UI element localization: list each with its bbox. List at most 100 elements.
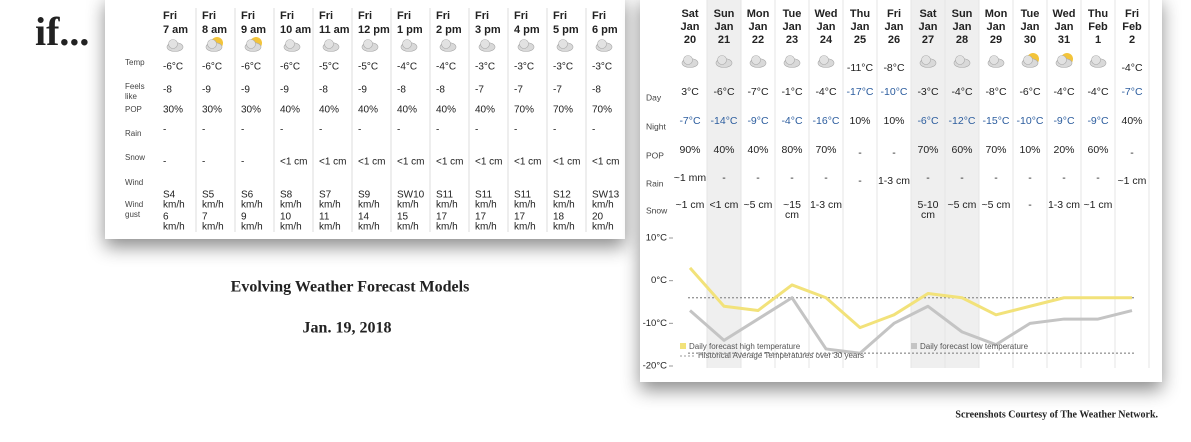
- cell: -8°C: [883, 62, 905, 74]
- cell: -4°C: [397, 62, 417, 73]
- day-header: Mon: [747, 8, 770, 20]
- cell: -6°C: [1019, 86, 1041, 98]
- cloud-icon: [955, 55, 965, 65]
- cell: km/h: [241, 222, 263, 233]
- cell: -4°C: [781, 115, 803, 127]
- cell: 60%: [1087, 144, 1108, 156]
- temperature-line: [688, 266, 1132, 330]
- cell: S11: [514, 190, 531, 201]
- hour-day: Fri: [592, 10, 606, 22]
- row-label: POP: [646, 150, 664, 160]
- cell: -9: [241, 85, 250, 96]
- cell: -5°C: [358, 62, 378, 73]
- cell: -7°C: [747, 86, 769, 98]
- cell: 10: [280, 212, 292, 223]
- cell: 14: [358, 212, 370, 223]
- cell: km/h: [358, 200, 380, 211]
- cell: -11°C: [847, 62, 874, 74]
- hour-day: Fri: [280, 10, 294, 22]
- cell: -9: [358, 85, 367, 96]
- cell: km/h: [397, 200, 419, 211]
- cell: -: [202, 157, 205, 168]
- cell: cm: [785, 209, 799, 221]
- cell: 70%: [553, 105, 573, 116]
- hour-time: 10 am: [280, 24, 311, 36]
- cell: -6°C: [241, 62, 261, 73]
- cell: -: [858, 175, 862, 187]
- day-header: Tue: [1021, 8, 1040, 20]
- cell: 9: [241, 212, 247, 223]
- cloud-icon: [207, 39, 217, 49]
- cell: S8: [280, 190, 293, 201]
- cell: 40%: [397, 105, 417, 116]
- cell: 40%: [436, 105, 456, 116]
- weekend-shade: [707, 0, 741, 368]
- cell: -7°C: [679, 115, 701, 127]
- cell: 15: [397, 212, 409, 223]
- cell: -: [824, 172, 828, 184]
- cell: -: [1062, 172, 1066, 184]
- day-header: Thu: [1088, 8, 1108, 20]
- day-header: Wed: [1052, 8, 1075, 20]
- hour-time: 3 pm: [475, 24, 501, 36]
- cell: -4°C: [1121, 62, 1143, 74]
- cell: -4°C: [436, 62, 456, 73]
- cell: -6°C: [163, 62, 183, 73]
- cell: 20%: [1053, 144, 1074, 156]
- cell: ~5 cm: [744, 199, 773, 211]
- cell: 70%: [985, 144, 1006, 156]
- hour-time: 9 am: [241, 24, 266, 36]
- day-header: 25: [854, 34, 866, 46]
- row-label: Day: [646, 92, 662, 102]
- hour-time: 5 pm: [553, 24, 579, 36]
- cell: ~1 mm: [674, 172, 707, 184]
- row-label: Snow: [646, 205, 668, 215]
- cell: <1 cm: [358, 157, 386, 168]
- cloud-icon: [441, 39, 451, 49]
- day-header: Fri: [887, 8, 901, 20]
- cell: -9°C: [1053, 115, 1075, 127]
- cell: -: [436, 125, 439, 136]
- cloud-icon: [246, 39, 256, 49]
- cell: km/h: [514, 222, 536, 233]
- day-header: Jan: [783, 21, 802, 33]
- cell: 18: [553, 212, 565, 223]
- day-header: Feb: [1088, 21, 1108, 33]
- cell: S11: [436, 190, 453, 201]
- cell: -6°C: [917, 115, 939, 127]
- cell: -3°C: [514, 62, 534, 73]
- cell: S5: [202, 190, 215, 201]
- day-header: Jan: [749, 21, 768, 33]
- cell: <1 cm: [514, 157, 542, 168]
- hour-time: 1 pm: [397, 24, 423, 36]
- cloud-icon: [1091, 55, 1101, 65]
- cell: 1-3 cm: [810, 199, 842, 211]
- cloud-icon: [363, 39, 373, 49]
- row-label: Feels: [125, 82, 145, 91]
- cell: 10%: [883, 115, 904, 127]
- cell: 40%: [319, 105, 339, 116]
- day-header: 22: [752, 34, 764, 46]
- day-header: 24: [820, 34, 833, 46]
- cell: 5-10: [917, 199, 938, 211]
- cloud-icon: [480, 39, 490, 49]
- cell: -: [358, 125, 361, 136]
- cell: 7: [202, 212, 208, 223]
- hour-time: 12 pm: [358, 24, 390, 36]
- cell: -1°C: [781, 86, 803, 98]
- cell: -: [756, 172, 760, 184]
- cell: 40%: [475, 105, 495, 116]
- cell: -: [553, 125, 556, 136]
- hour-day: Fri: [436, 10, 450, 22]
- day-header: 20: [684, 34, 696, 46]
- row-label: Wind: [125, 178, 143, 187]
- cloud-icon: [1057, 55, 1067, 65]
- cell: -15°C: [983, 115, 1010, 127]
- cell: -: [514, 125, 517, 136]
- cell: -6°C: [713, 86, 735, 98]
- day-header: 29: [990, 34, 1002, 46]
- cell: <1 cm: [280, 157, 308, 168]
- cell: 3°C: [681, 86, 699, 98]
- hour-day: Fri: [202, 10, 216, 22]
- cell: km/h: [163, 200, 185, 211]
